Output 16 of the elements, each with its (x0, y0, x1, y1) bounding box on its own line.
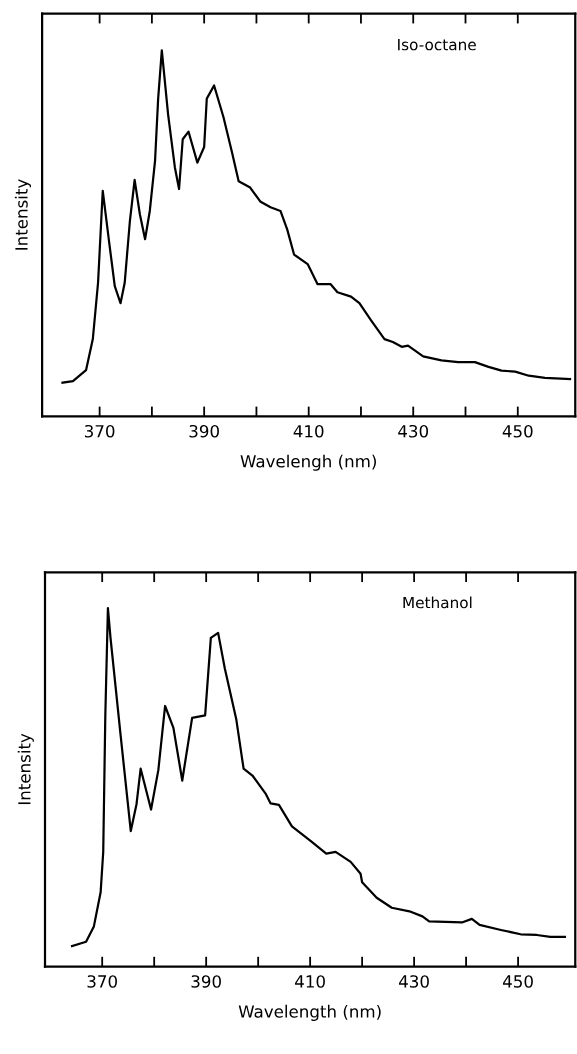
x-axis-title: Wavelength (nm) (238, 1004, 381, 1021)
x-tick-label: 410 (293, 424, 324, 438)
y-axis-title: Intensity (17, 733, 34, 805)
x-tick-label: 390 (191, 975, 221, 988)
annotation: Methanol (403, 596, 472, 609)
annotation: Iso-octane (398, 38, 476, 51)
x-tick-label: 370 (84, 424, 115, 438)
x-tick-label: 410 (295, 975, 325, 988)
x-tick-label: 430 (399, 975, 429, 988)
x-tick-label: 450 (502, 424, 533, 438)
x-tick-label: 390 (189, 424, 219, 438)
x-axis-title: Wavelengh (nm) (240, 454, 376, 471)
x-tick-label: 370 (87, 975, 117, 988)
x-tick-label: 450 (502, 975, 533, 988)
y-axis-title: Intensity (14, 179, 32, 250)
x-tick-label: 430 (398, 424, 429, 438)
